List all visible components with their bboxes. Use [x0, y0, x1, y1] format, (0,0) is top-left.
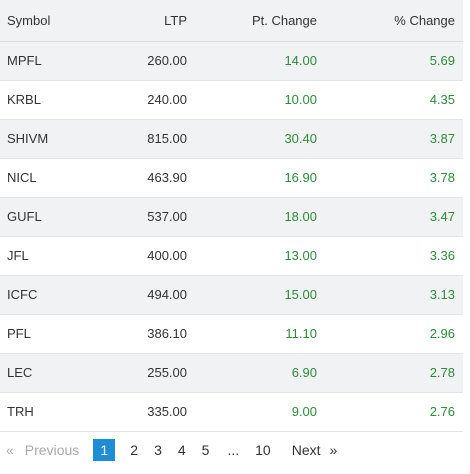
previous-page-button[interactable]: « Previous [6, 439, 93, 461]
next-page-button[interactable]: Next » [280, 439, 345, 461]
ltp-cell: 335.00 [92, 392, 187, 432]
table-row: LEC 255.00 6.90 2.78 [0, 353, 463, 393]
symbol-cell: JFL [0, 236, 92, 276]
ltp-cell: 260.00 [92, 41, 187, 81]
ltp-cell: 400.00 [92, 236, 187, 276]
table-header-row: Symbol LTP Pt. Change % Change [0, 0, 463, 42]
ltp-cell: 255.00 [92, 353, 187, 393]
top-gainers-panel: Symbol LTP Pt. Change % Change MPFL 260.… [0, 0, 463, 461]
previous-label: Previous [24, 441, 80, 458]
pct-change-cell: 2.76 [325, 392, 463, 432]
pt-change-cell: 18.00 [187, 197, 325, 237]
pct-change-cell: 3.78 [325, 158, 463, 198]
symbol-cell: NICL [0, 158, 92, 198]
table-row: MPFL 260.00 14.00 5.69 [0, 41, 463, 81]
symbol-cell: SHIVM [0, 119, 92, 159]
pct-change-cell: 5.69 [325, 41, 463, 81]
table-row: TRH 335.00 9.00 2.76 [0, 392, 463, 432]
column-header-ltp: LTP [92, 0, 187, 42]
ltp-cell: 463.90 [92, 158, 187, 198]
pct-change-cell: 3.47 [325, 197, 463, 237]
ltp-cell: 386.10 [92, 314, 187, 354]
symbol-cell: ICFC [0, 275, 92, 315]
pt-change-cell: 16.90 [187, 158, 325, 198]
column-header-pt-change: Pt. Change [187, 0, 325, 42]
symbol-cell: GUFL [0, 197, 92, 237]
double-chevron-right-icon: » [329, 441, 338, 458]
ltp-cell: 240.00 [92, 80, 187, 120]
pt-change-cell: 10.00 [187, 80, 325, 120]
pct-change-cell: 3.13 [325, 275, 463, 315]
column-header-pct-change: % Change [325, 0, 463, 42]
pct-change-cell: 2.78 [325, 353, 463, 393]
table-row: PFL 386.10 11.10 2.96 [0, 314, 463, 354]
next-label: Next [291, 441, 321, 458]
page-button-1[interactable]: 1 [93, 438, 116, 461]
pt-change-cell: 15.00 [187, 275, 325, 315]
table-row: GUFL 537.00 18.00 3.47 [0, 197, 463, 237]
double-chevron-left-icon: « [6, 441, 14, 458]
ltp-cell: 537.00 [92, 197, 187, 237]
symbol-cell: KRBL [0, 80, 92, 120]
pct-change-cell: 3.87 [325, 119, 463, 159]
symbol-cell: MPFL [0, 41, 92, 81]
page-button-3[interactable]: 3 [154, 441, 162, 458]
pct-change-cell: 2.96 [325, 314, 463, 354]
column-header-symbol: Symbol [0, 0, 92, 42]
pt-change-cell: 9.00 [187, 392, 325, 432]
table-row: ICFC 494.00 15.00 3.13 [0, 275, 463, 315]
pt-change-cell: 11.10 [187, 314, 325, 354]
pt-change-cell: 6.90 [187, 353, 325, 393]
symbol-cell: LEC [0, 353, 92, 393]
table-row: NICL 463.90 16.90 3.78 [0, 158, 463, 198]
ltp-cell: 494.00 [92, 275, 187, 315]
pct-change-cell: 3.36 [325, 236, 463, 276]
page-button-2[interactable]: 2 [130, 441, 139, 458]
table-row: KRBL 240.00 10.00 4.35 [0, 80, 463, 120]
table-row: JFL 400.00 13.00 3.36 [0, 236, 463, 276]
table-row: SHIVM 815.00 30.40 3.87 [0, 119, 463, 159]
symbol-cell: TRH [0, 392, 92, 432]
page-button-5[interactable]: 5 [201, 441, 210, 458]
pt-change-cell: 13.00 [187, 236, 325, 276]
gainers-table: Symbol LTP Pt. Change % Change MPFL 260.… [0, 0, 463, 432]
pagination-ellipsis: ... [227, 441, 240, 458]
pt-change-cell: 14.00 [187, 41, 325, 81]
pt-change-cell: 30.40 [187, 119, 325, 159]
page-button-10[interactable]: 10 [255, 441, 271, 458]
symbol-cell: PFL [0, 314, 92, 354]
pagination: « Previous 1 2 3 4 5 ... 10 Next » [0, 438, 463, 461]
pct-change-cell: 4.35 [325, 80, 463, 120]
page-button-4[interactable]: 4 [177, 441, 186, 458]
ltp-cell: 815.00 [92, 119, 187, 159]
